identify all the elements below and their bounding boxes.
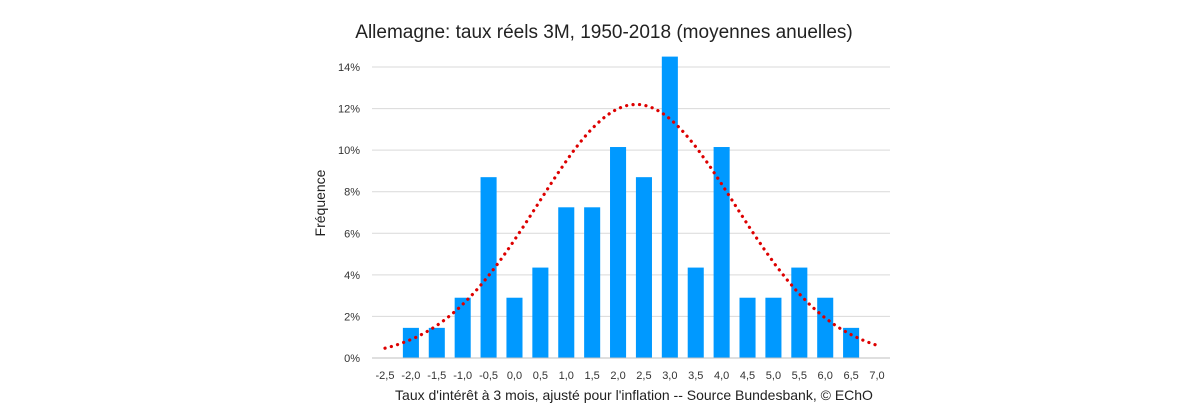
chart-title: Allemagne: taux réels 3M, 1950-2018 (moy… xyxy=(355,22,852,43)
x-tick-label: 4,0 xyxy=(714,370,729,382)
bar xyxy=(687,267,704,358)
x-tick-label: 6,0 xyxy=(818,370,833,382)
y-tick-label: 2% xyxy=(344,311,360,323)
x-tick-label: 6,5 xyxy=(843,370,858,382)
bar xyxy=(558,207,575,358)
x-tick-label: 2,0 xyxy=(610,370,625,382)
bar xyxy=(506,297,523,358)
y-tick-label: 6% xyxy=(344,228,360,240)
y-tick-labels: 0% 2% 4% 6% 8% 10% 12% 14% xyxy=(338,62,360,365)
x-tick-label: 2,5 xyxy=(636,370,651,382)
bar xyxy=(817,297,834,358)
y-tick-label: 0% xyxy=(344,353,360,365)
x-tick-label: 1,0 xyxy=(559,370,574,382)
bar xyxy=(454,297,471,358)
bar xyxy=(584,207,601,358)
bar xyxy=(610,147,627,358)
y-tick-label: 4% xyxy=(344,270,360,282)
x-tick-label: -0,5 xyxy=(479,370,498,382)
x-tick-label: 4,5 xyxy=(740,370,755,382)
normal-curve-line xyxy=(383,102,879,350)
x-tick-label: 3,5 xyxy=(688,370,703,382)
bar xyxy=(765,297,782,358)
bar xyxy=(480,177,497,358)
x-tick-labels: -2,5 -2,0 -1,5 -1,0 -0,5 0,0 0,5 1,0 1,5 2,0 2,5 3,… xyxy=(376,370,885,382)
y-tick-label: 8% xyxy=(344,187,360,199)
x-tick-label: 5,0 xyxy=(766,370,781,382)
bar xyxy=(843,327,860,358)
x-tick-label: -1,0 xyxy=(453,370,472,382)
x-tick-label: -2,0 xyxy=(401,370,420,382)
x-tick-label: 3,0 xyxy=(662,370,677,382)
x-tick-label: -2,5 xyxy=(376,370,395,382)
y-tick-label: 14% xyxy=(338,62,360,74)
x-tick-label: 0,5 xyxy=(533,370,548,382)
bars xyxy=(402,56,860,358)
y-axis-title: Fréquence xyxy=(312,169,328,236)
x-axis-title: Taux d'intérêt à 3 mois, ajusté pour l'i… xyxy=(395,387,873,403)
x-tick-label: 0,0 xyxy=(507,370,522,382)
bar xyxy=(713,147,730,358)
bar xyxy=(532,267,549,358)
bar xyxy=(791,267,808,358)
normal-curve xyxy=(383,102,879,350)
x-tick-label: -1,5 xyxy=(427,370,446,382)
bar xyxy=(402,327,419,358)
y-tick-label: 10% xyxy=(338,145,360,157)
bar xyxy=(739,297,756,358)
gridlines xyxy=(372,66,890,317)
x-tick-label: 1,5 xyxy=(585,370,600,382)
bar xyxy=(661,56,678,358)
y-tick-label: 12% xyxy=(338,104,360,116)
bar xyxy=(428,327,445,358)
x-tick-label: 5,5 xyxy=(792,370,807,382)
x-tick-label: 7,0 xyxy=(869,370,884,382)
bar xyxy=(635,177,652,358)
